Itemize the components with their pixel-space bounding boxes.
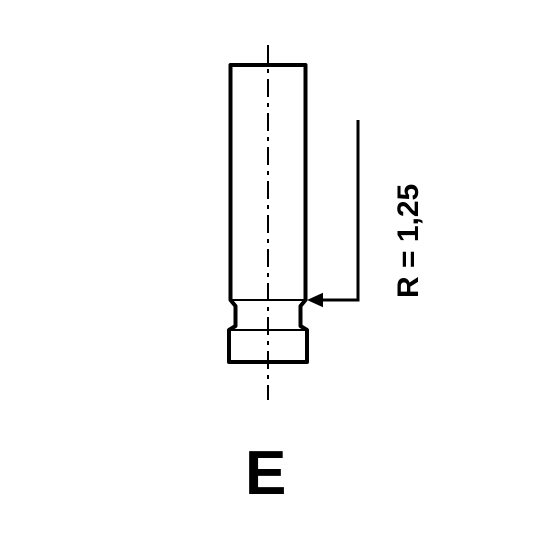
letter-e-label: E [245, 438, 286, 509]
callout-leader [323, 120, 358, 300]
radius-callout-label: R = 1,25 [392, 184, 426, 298]
callout-arrowhead [307, 293, 323, 307]
